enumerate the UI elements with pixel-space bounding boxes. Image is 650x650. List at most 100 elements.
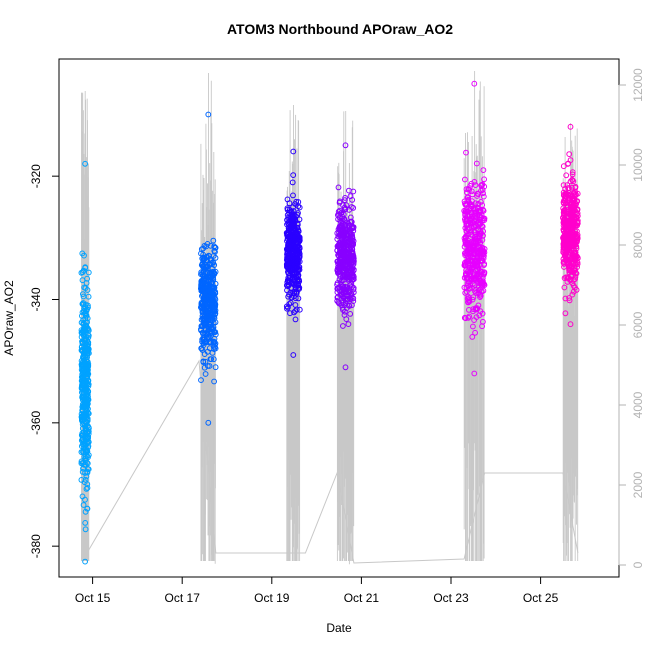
data-point xyxy=(199,347,206,353)
data-point xyxy=(78,458,85,465)
data-point xyxy=(290,214,297,221)
data-point xyxy=(347,193,354,200)
data-point xyxy=(82,442,89,448)
scatter-series-1 xyxy=(198,111,219,426)
data-point xyxy=(83,473,90,480)
data-point xyxy=(200,300,207,307)
data-point xyxy=(286,301,293,307)
data-point xyxy=(347,256,353,262)
data-point xyxy=(209,326,216,333)
data-point xyxy=(346,187,352,194)
data-point xyxy=(564,182,571,189)
data-point xyxy=(295,210,301,216)
data-point xyxy=(342,263,349,269)
data-point xyxy=(466,307,472,313)
data-point xyxy=(204,257,211,264)
data-point xyxy=(465,299,471,305)
x-tick-label: Oct 21 xyxy=(344,591,380,605)
data-point xyxy=(477,240,483,247)
data-point xyxy=(207,339,214,346)
data-point xyxy=(473,208,480,215)
data-point xyxy=(202,312,209,319)
data-point xyxy=(289,179,296,186)
data-point xyxy=(82,526,89,533)
data-point xyxy=(212,244,219,251)
data-point xyxy=(286,207,293,213)
data-point xyxy=(284,287,290,294)
data-point xyxy=(465,239,472,246)
data-point xyxy=(79,380,86,387)
data-point xyxy=(464,189,470,196)
data-point xyxy=(478,187,484,194)
data-point xyxy=(476,216,483,223)
data-point xyxy=(566,269,573,276)
data-point xyxy=(80,321,86,327)
data-point xyxy=(200,305,207,312)
data-point xyxy=(289,265,295,272)
data-point xyxy=(343,274,350,280)
y2-tick-label: 8000 xyxy=(631,231,645,258)
data-point xyxy=(336,300,343,307)
data-point xyxy=(82,496,88,503)
data-point xyxy=(198,377,204,384)
data-point xyxy=(84,287,91,293)
y2-tick-label: 4000 xyxy=(631,391,645,418)
y-tick-label: -380 xyxy=(29,534,43,558)
chart-title: ATOM3 Northbound APOraw_AO2 xyxy=(227,21,453,37)
data-point xyxy=(206,363,213,369)
data-point xyxy=(562,194,568,201)
data-point xyxy=(340,211,347,218)
data-point xyxy=(284,305,290,312)
data-point xyxy=(287,299,294,306)
data-point xyxy=(204,331,211,337)
data-point xyxy=(84,365,91,372)
data-point xyxy=(296,278,303,285)
data-point xyxy=(210,284,217,291)
data-point xyxy=(572,267,579,274)
data-point xyxy=(477,231,484,238)
data-point xyxy=(464,280,471,287)
data-point xyxy=(335,216,342,223)
data-point xyxy=(211,304,218,311)
data-point xyxy=(342,195,349,201)
scatter-series-2 xyxy=(283,148,303,358)
data-point xyxy=(465,253,472,260)
data-point xyxy=(344,271,351,278)
data-point xyxy=(574,198,580,205)
data-point xyxy=(466,285,473,292)
data-point xyxy=(465,314,472,321)
data-point xyxy=(207,356,214,363)
data-point xyxy=(462,216,468,223)
data-point xyxy=(563,172,570,179)
data-point xyxy=(285,219,292,225)
data-point xyxy=(562,191,569,197)
data-point xyxy=(79,250,86,257)
data-point xyxy=(567,211,573,218)
data-point xyxy=(286,200,293,207)
scatter-series-3 xyxy=(334,142,357,371)
data-point xyxy=(204,363,211,369)
data-point xyxy=(286,279,293,285)
data-point xyxy=(83,393,89,399)
data-point xyxy=(291,270,298,277)
y-tick-label: -340 xyxy=(29,287,43,311)
data-point xyxy=(79,397,86,403)
data-point xyxy=(480,167,487,174)
data-point xyxy=(562,208,568,215)
data-point xyxy=(570,178,577,185)
data-point xyxy=(566,295,572,301)
grey-line-baseline xyxy=(86,359,579,564)
scatter-series-5 xyxy=(560,123,581,328)
data-point xyxy=(83,313,89,319)
data-point xyxy=(480,271,487,278)
data-point xyxy=(339,305,346,311)
data-point xyxy=(472,329,479,336)
data-point xyxy=(79,309,86,316)
data-point xyxy=(210,237,217,244)
x-tick-label: Oct 25 xyxy=(523,591,559,605)
data-point xyxy=(80,465,87,472)
data-point xyxy=(334,267,341,274)
data-point xyxy=(294,230,301,237)
data-point xyxy=(211,378,218,385)
x-axis: Oct 15 Oct 17 Oct 19 Oct 21 Oct 23 Oct 25 xyxy=(75,576,559,605)
